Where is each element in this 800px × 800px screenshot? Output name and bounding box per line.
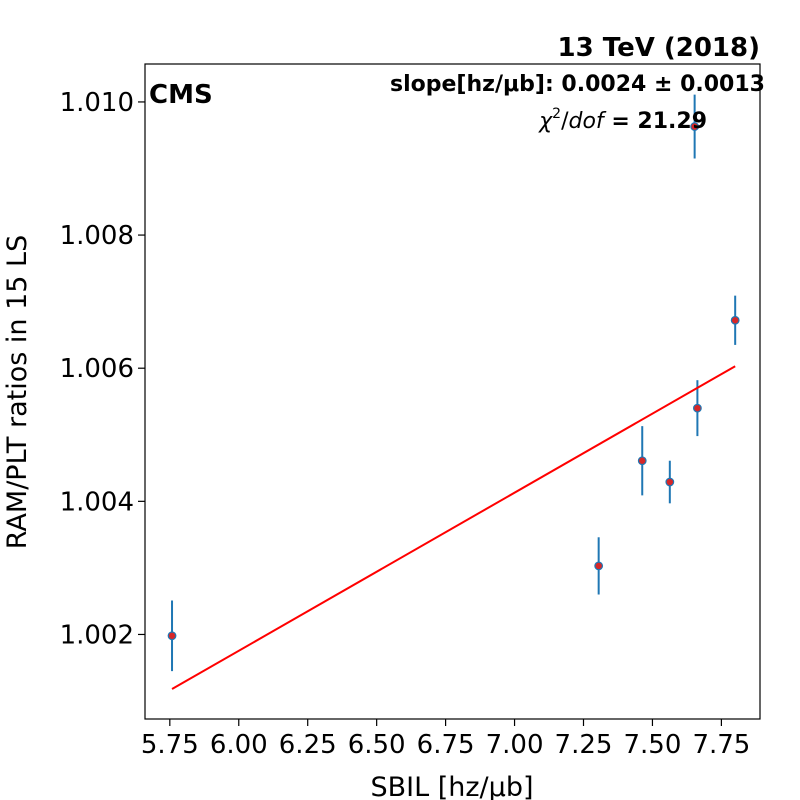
x-axis-ticks: 5.75 6.00 6.25 6.50 6.75 7.00 7.25 7.50 7.75 <box>141 719 750 760</box>
cms-label: CMS <box>149 80 213 110</box>
chi2-annotation: χ2/dof = 21.29 <box>538 106 707 134</box>
x-tick-label: 6.00 <box>210 730 268 760</box>
data-point <box>594 561 604 571</box>
data-point <box>690 122 700 131</box>
slope-annotation: slope[hz/μb]: 0.0024 ± 0.0013 <box>390 72 765 97</box>
x-tick-label: 7.75 <box>692 730 750 760</box>
y-tick-label: 1.010 <box>60 88 134 118</box>
fit-line <box>171 365 736 690</box>
y-tick-label: 1.004 <box>60 487 134 517</box>
y-axis-ticks: 1.002 1.004 1.006 1.008 1.010 <box>60 88 145 650</box>
x-tick-label: 7.50 <box>623 730 681 760</box>
fit-line-layer <box>171 365 736 690</box>
data-point <box>637 456 647 466</box>
x-tick-label: 6.50 <box>348 730 406 760</box>
x-tick-label: 5.75 <box>141 730 199 760</box>
x-tick-label: 7.25 <box>555 730 613 760</box>
data-point <box>167 631 177 641</box>
y-tick-label: 1.008 <box>60 221 134 251</box>
chi2-slash: / <box>561 109 569 134</box>
data-point <box>665 477 675 487</box>
x-tick-label: 6.25 <box>279 730 337 760</box>
data-point <box>730 315 740 325</box>
chi2-superscript: 2 <box>552 106 561 122</box>
y-tick-label: 1.002 <box>60 620 134 650</box>
chi2-value: = 21.29 <box>604 109 707 134</box>
data-point <box>692 403 702 413</box>
chart-title: 13 TeV (2018) <box>558 33 760 63</box>
plot-area <box>145 64 760 719</box>
x-tick-label: 6.75 <box>417 730 475 760</box>
y-axis-label: RAM/PLT ratios in 15 LS <box>2 235 33 549</box>
plot-frame <box>144 63 761 720</box>
y-tick-label: 1.006 <box>60 354 134 384</box>
point-layer <box>167 122 740 641</box>
x-axis-label: SBIL [hz/μb] <box>370 772 533 800</box>
chi2-symbol: χ <box>538 109 553 134</box>
x-tick-label: 7.00 <box>486 730 544 760</box>
chi2-dof: dof <box>568 109 606 134</box>
